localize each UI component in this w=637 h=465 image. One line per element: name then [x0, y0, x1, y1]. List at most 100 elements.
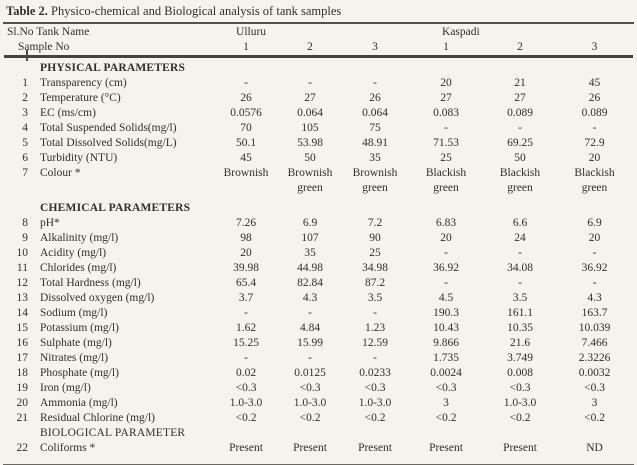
value-cell: 50	[304, 152, 316, 164]
value-cell: 0.089	[581, 107, 608, 119]
value-cell: -	[592, 277, 597, 289]
table-row: 6 Turbidity (NTU) 45 50 35 25 50 20	[4, 151, 633, 166]
value-cell: 26	[369, 92, 381, 104]
value-cell: 1.23	[364, 322, 386, 334]
samples-table: Sl.No Tank Name Ulluru Kaspadi Sample No…	[4, 24, 634, 461]
value-cell: 36.92	[581, 262, 608, 274]
section-row: CHEMICAL PARAMETERS	[4, 196, 633, 216]
parameter-name: Ammonia (mg/l)	[40, 397, 118, 409]
value-cell: 98	[240, 232, 252, 244]
parameter-name: Transparency (cm)	[40, 77, 127, 89]
value-cell: 1.735	[433, 352, 459, 364]
row-number: 20	[16, 397, 29, 409]
value-cell: 0.0233	[359, 367, 391, 379]
value-cell: 20	[588, 232, 601, 244]
value-cell: Present	[503, 442, 537, 454]
sample-number: 3	[372, 41, 378, 53]
value-cell: 35	[369, 152, 381, 164]
sample-number: 2	[307, 41, 313, 53]
sample-number: 2	[517, 41, 523, 53]
section-label: BIOLOGICAL PARAMETER	[40, 427, 186, 439]
parameter-name: Potassium (mg/l)	[40, 322, 119, 334]
table-row: 17 Nitrates (mg/l) - - - 1.735 3.749 2.3226	[4, 351, 633, 366]
value-cell: 71.53	[433, 137, 459, 149]
header-group-kaspadi: Kaspadi	[442, 26, 480, 38]
value-cell: 7.466	[581, 337, 608, 349]
header-sample-no-label: Sample No	[18, 41, 70, 53]
value-cell: -	[373, 307, 377, 319]
row-number: 18	[16, 367, 29, 379]
parameter-name: Total Suspended Solids(mg/l)	[40, 122, 177, 134]
value-cell: -	[308, 77, 312, 89]
row-number: 19	[16, 382, 29, 394]
header-tick-artifact	[26, 50, 28, 61]
sample-number: 1	[443, 41, 449, 53]
value-cell: 7.26	[235, 217, 257, 229]
value-cell: 1.62	[235, 322, 257, 334]
value-cell: 0.064	[362, 107, 388, 119]
value-cell: -	[444, 277, 448, 289]
value-cell: -	[244, 307, 248, 319]
section-row: BIOLOGICAL PARAMETER	[4, 426, 633, 441]
value-cell: 10.43	[433, 322, 459, 334]
value-cell: 34.08	[507, 262, 533, 274]
row-number: 6	[22, 152, 28, 164]
value-cell: <0.3	[364, 382, 386, 394]
section-label: CHEMICAL PARAMETERS	[40, 202, 191, 214]
value-cell: 53.98	[297, 137, 323, 149]
row-number: 9	[22, 232, 28, 244]
row-number: 22	[16, 442, 29, 454]
parameter-name: Phosphate (mg/l)	[40, 367, 119, 379]
table-row: 2 Temperature (°C) 26 27 26 27 27 26	[4, 91, 633, 106]
value-cell: 3.7	[238, 292, 254, 304]
header-group-ulluru: Ulluru	[236, 26, 267, 38]
row-number: 17	[16, 352, 29, 364]
value-cell: Present	[229, 442, 263, 454]
value-cell: <0.2	[299, 412, 321, 424]
parameter-name: Total Dissolved Solids(mg/L)	[40, 137, 177, 149]
value-cell: 50	[514, 152, 526, 164]
table-row: 4 Total Suspended Solids(mg/l) 70 105 75 - - -	[4, 121, 633, 136]
value-cell: 0.02	[235, 367, 257, 379]
parameter-name: Total Hardness (mg/l)	[40, 277, 141, 289]
value-cell: 4.5	[438, 292, 454, 304]
value-cell: 2.3226	[578, 352, 611, 364]
value-cell: 87.2	[364, 277, 386, 289]
sample-number: 3	[591, 41, 598, 53]
table-row: 7 Colour * Brownish Brownish green Brownish …	[4, 166, 633, 196]
value-cell: 90	[369, 232, 381, 244]
parameter-name: Chlorides (mg/l)	[40, 262, 117, 274]
value-cell: 0.0024	[430, 367, 462, 379]
value-cell: <0.3	[435, 382, 457, 394]
value-cell: 12.59	[362, 337, 388, 349]
value-cell: 70	[240, 122, 252, 134]
value-cell: 0.064	[297, 107, 323, 119]
table-title-number: Table 2.	[6, 4, 48, 18]
value-cell: 4.3	[587, 292, 602, 304]
value-cell: 25	[440, 152, 452, 164]
value-cell: 39.98	[233, 262, 259, 274]
value-cell: 3.5	[512, 292, 528, 304]
value-cell: 6.6	[512, 217, 528, 229]
value-cell: 15.25	[233, 337, 259, 349]
value-cell: <0.3	[509, 382, 531, 394]
value-cell: Blackish green	[499, 167, 541, 194]
value-cell: -	[373, 77, 377, 89]
value-cell: 48.91	[362, 137, 388, 149]
value-cell: Brownish	[223, 167, 269, 179]
value-cell: 25	[369, 247, 381, 259]
value-cell: 163.7	[581, 307, 608, 319]
value-cell: 45	[240, 152, 252, 164]
value-cell: -	[244, 77, 248, 89]
value-cell: 69.25	[507, 137, 533, 149]
value-cell: 190.3	[433, 307, 459, 319]
row-number: 15	[16, 322, 29, 334]
value-cell: 4.84	[299, 322, 321, 334]
section-label: PHYSICAL PARAMETERS	[40, 62, 186, 74]
table-row: 10 Acidity (mg/l) 20 35 25 - - -	[4, 246, 633, 261]
value-cell: 10.35	[507, 322, 533, 334]
value-cell: <0.3	[584, 382, 605, 394]
row-number: 2	[22, 92, 28, 104]
value-cell: Brownish green	[287, 167, 333, 194]
row-number: 7	[22, 167, 28, 179]
